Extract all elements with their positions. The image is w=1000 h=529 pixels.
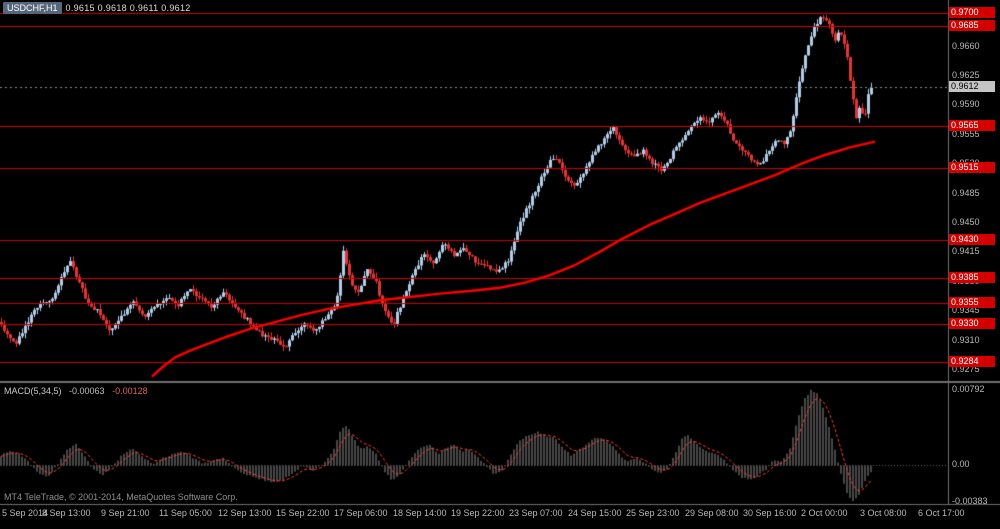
price-tick: 0.9275 [952, 364, 980, 374]
price-tick: 0.9450 [952, 217, 980, 227]
time-label: 18 Sep 14:00 [393, 508, 447, 518]
time-label: 9 Sep 21:00 [101, 508, 150, 518]
level-price-badge: 0.9385 [949, 272, 995, 283]
ohlc-values: 0.9615 0.9618 0.9611 0.9612 [65, 3, 191, 13]
time-label: 19 Sep 22:00 [451, 508, 505, 518]
level-price-badge: 0.9430 [949, 234, 995, 245]
symbol-timeframe-label: USDCHF,H1 [3, 2, 62, 14]
macd-name: MACD(5,34,5) [4, 386, 62, 396]
price-tick: 0.9415 [952, 246, 980, 256]
macd-scale-label: 0.00792 [952, 384, 985, 394]
copyright-text: MT4 TeleTrade, © 2001-2014, MetaQuotes S… [4, 492, 238, 502]
chart-header: USDCHF,H1 0.9615 0.9618 0.9611 0.9612 [3, 2, 191, 14]
time-label: 23 Sep 07:00 [509, 508, 563, 518]
price-tick: 0.9625 [952, 70, 980, 80]
time-label: 12 Sep 13:00 [218, 508, 272, 518]
current-price-badge: 0.9612 [949, 81, 995, 92]
time-label: 29 Sep 08:00 [685, 508, 739, 518]
macd-scale-label: -0.00383 [952, 496, 988, 506]
time-label: 8 Sep 13:00 [42, 508, 91, 518]
price-scale[interactable]: 0.96600.96250.95900.95550.95200.94850.94… [948, 0, 1000, 529]
time-axis[interactable]: 5 Sep 2014 8 Sep 13:00 9 Sep 21:00 11 Sep 0… [0, 505, 1000, 529]
level-price-badge: 0.9355 [949, 297, 995, 308]
macd-main-value: -0.00063 [69, 386, 105, 396]
price-tick: 0.9590 [952, 99, 980, 109]
level-price-badge: 0.9515 [949, 162, 995, 173]
level-price-badge: 0.9284 [949, 356, 995, 367]
level-price-badge: 0.9565 [949, 120, 995, 131]
price-tick: 0.9310 [952, 335, 980, 345]
time-label: 24 Sep 15:00 [568, 508, 622, 518]
time-label: 5 Sep 2014 [2, 508, 49, 518]
macd-indicator-label: MACD(5,34,5) -0.00063 -0.00128 [4, 386, 148, 396]
panel-splitter[interactable] [0, 379, 1000, 385]
macd-signal-value: -0.00128 [112, 386, 148, 396]
level-price-badge: 0.9685 [949, 20, 995, 31]
price-tick: 0.9345 [952, 305, 980, 315]
level-price-badge: 0.9700 [949, 7, 995, 18]
time-label: 30 Sep 16:00 [743, 508, 797, 518]
level-price-badge: 0.9330 [949, 318, 995, 329]
time-label: 2 Oct 00:00 [801, 508, 848, 518]
macd-scale-label: 0.00 [952, 459, 970, 469]
time-label: 11 Sep 05:00 [159, 508, 212, 518]
price-tick: 0.9485 [952, 188, 980, 198]
price-tick: 0.9660 [952, 41, 980, 51]
time-label: 25 Sep 23:00 [626, 508, 680, 518]
time-label: 15 Sep 22:00 [276, 508, 330, 518]
time-label: 17 Sep 06:00 [334, 508, 388, 518]
time-label: 3 Oct 08:00 [860, 508, 907, 518]
price-tick: 0.9555 [952, 129, 980, 139]
time-label: 6 Oct 17:00 [918, 508, 965, 518]
